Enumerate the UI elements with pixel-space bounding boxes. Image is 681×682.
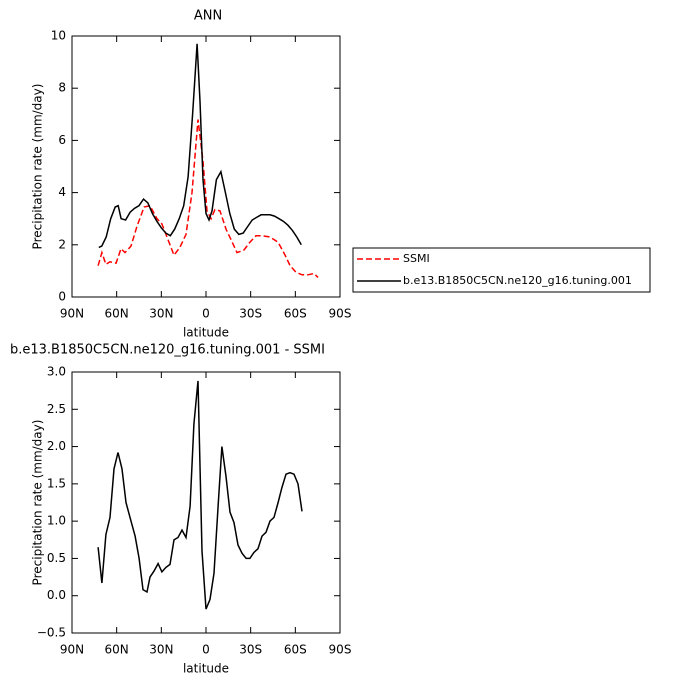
y-tick-label: 4 [58, 185, 66, 199]
x-axis-label: latitude [183, 662, 229, 676]
x-tick-label: 30N [149, 307, 173, 321]
y-tick-label: 3.0 [47, 365, 66, 379]
y-tick-label: 0.0 [47, 588, 66, 602]
x-tick-label: 30S [239, 307, 262, 321]
y-tick-label: 2 [58, 237, 66, 251]
data-line [97, 119, 319, 278]
y-tick-label: 6 [58, 133, 66, 147]
y-axis-label: Precipitation rate (mm/day) [31, 84, 45, 250]
y-tick-label: −0.5 [37, 626, 66, 640]
legend-label: SSMI [403, 252, 430, 265]
plot-frame [71, 371, 341, 634]
x-tick-label: 30S [239, 643, 262, 657]
y-tick-label: 0 [58, 290, 66, 304]
x-tick-label: 90N [60, 643, 84, 657]
x-tick-label: 30N [149, 643, 173, 657]
x-tick-label: 90S [329, 307, 352, 321]
x-tick-label: 0 [202, 307, 210, 321]
chart-title: b.e13.B1850C5CN.ne120_g16.tuning.001 - S… [10, 343, 325, 358]
x-tick-label: 60S [284, 307, 307, 321]
legend-box [352, 247, 651, 293]
x-tick-label: 60S [284, 643, 307, 657]
data-line [97, 380, 303, 610]
x-tick-label: 60N [105, 643, 129, 657]
y-tick-label: 2.0 [47, 439, 66, 453]
y-tick-label: 8 [58, 81, 66, 95]
y-tick-label: 10 [51, 29, 66, 43]
y-tick-label: 2.5 [47, 402, 66, 416]
chart-title: ANN [194, 9, 222, 24]
legend-label: b.e13.B1850C5CN.ne120_g16.tuning.001 [403, 274, 632, 287]
x-tick-label: 0 [202, 643, 210, 657]
y-tick-label: 1.0 [47, 514, 66, 528]
x-tick-label: 90N [60, 307, 84, 321]
y-axis-label: Precipitation rate (mm/day) [31, 420, 45, 586]
x-tick-label: 90S [329, 643, 352, 657]
plot-frame [71, 35, 341, 298]
x-axis-label: latitude [183, 326, 229, 340]
data-line [98, 43, 302, 249]
y-tick-label: 0.5 [47, 551, 66, 565]
x-tick-label: 60N [105, 307, 129, 321]
y-tick-label: 1.5 [47, 476, 66, 490]
